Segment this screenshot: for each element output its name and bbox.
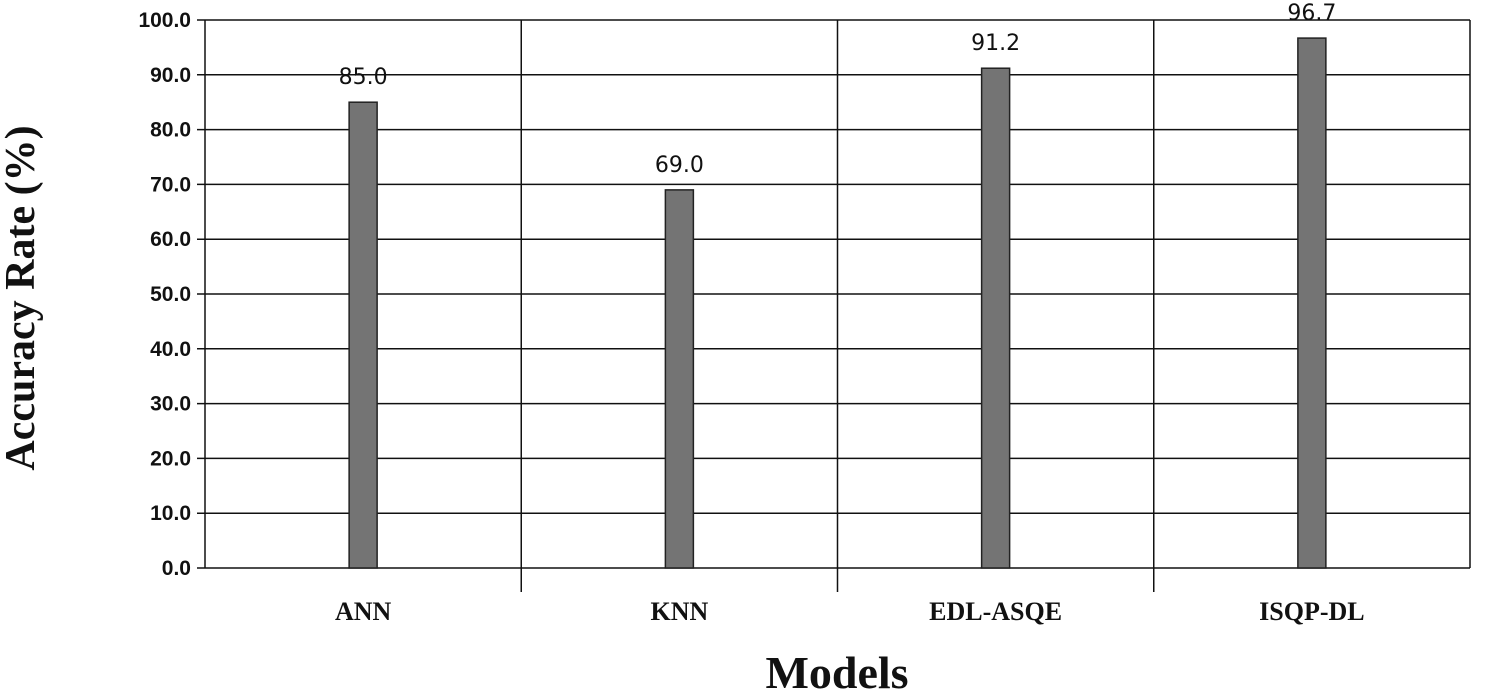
x-tick-label: ISQP-DL: [1259, 597, 1364, 626]
chart-data-labels: 85.0 69.0 91.2 96.7: [339, 1, 1337, 178]
data-label: 69.0: [655, 153, 704, 178]
x-axis-title: Models: [765, 647, 908, 692]
x-tick-label: ANN: [335, 597, 392, 626]
data-label: 85.0: [339, 65, 388, 90]
bar-ann: [348, 101, 378, 569]
y-tick-label: 70.0: [150, 173, 191, 196]
y-tick-label: 40.0: [150, 338, 191, 361]
y-tick-label: 80.0: [150, 119, 191, 142]
bar-knn: [664, 189, 695, 569]
chart-bars: [348, 37, 1327, 569]
bar-edl-asqe: [980, 67, 1011, 569]
x-tick-label: KNN: [650, 597, 708, 626]
y-tick-label: 20.0: [150, 447, 191, 470]
y-axis-title: Accuracy Rate (%): [0, 125, 44, 470]
y-tick-label: 100.0: [138, 9, 191, 32]
y-tick-label: 50.0: [150, 283, 191, 306]
data-label: 96.7: [1287, 1, 1336, 26]
y-tick-label: 10.0: [150, 502, 191, 525]
y-tick-label: 90.0: [150, 64, 191, 87]
chart-grid: [197, 19, 1471, 592]
y-tick-label: 30.0: [150, 393, 191, 416]
y-tick-label: 60.0: [150, 228, 191, 251]
y-tick-label: 0.0: [162, 557, 191, 580]
data-label: 91.2: [971, 31, 1020, 56]
bar-isqp-dl: [1297, 37, 1327, 569]
x-tick-label: EDL-ASQE: [929, 597, 1062, 626]
chart-ticks: 0.0 10.0 20.0 30.0 40.0 50.0 60.0 70.0 80.0 90.0 1…: [138, 9, 1364, 626]
